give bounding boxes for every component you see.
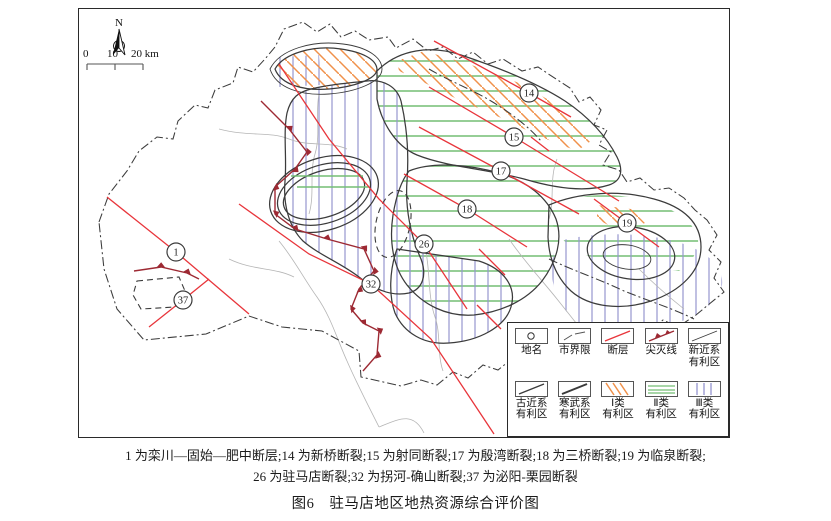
fault-number-marker: 17 xyxy=(491,161,511,181)
svg-text:1: 1 xyxy=(173,248,178,259)
scale-tick-20: 20 km xyxy=(131,48,159,60)
legend-item-class3: Ⅲ类 有利区 xyxy=(684,380,725,434)
geothermal-map: 1 14 15 17 18 19 26 32 37 N 0 10 20 km xyxy=(83,17,725,435)
svg-text:26: 26 xyxy=(419,240,430,251)
map-canvas: 1 14 15 17 18 19 26 32 37 N 0 10 20 km 地名 xyxy=(78,8,730,438)
svg-text:14: 14 xyxy=(524,89,535,100)
legend-item-paleogene: 古近系 有利区 xyxy=(511,380,552,434)
legend-item-city-boundary: 市界限 xyxy=(554,328,595,381)
legend-label: Ⅲ类 有利区 xyxy=(688,397,721,421)
legend-item-pinch-out: 尖灭线 xyxy=(641,328,682,381)
fault-swatch xyxy=(601,328,635,344)
svg-text:32: 32 xyxy=(366,280,377,291)
legend-label: 寒武系 有利区 xyxy=(559,397,591,421)
neogene-swatch xyxy=(687,328,721,344)
scale-tick-0: 0 xyxy=(83,48,89,60)
map-legend: 地名 市界限 断层 尖灭线 xyxy=(507,322,729,437)
svg-text:15: 15 xyxy=(509,133,520,144)
legend-label: 断层 xyxy=(607,345,629,356)
svg-text:19: 19 xyxy=(622,219,633,230)
svg-text:37: 37 xyxy=(178,296,189,307)
fault-number-marker: 15 xyxy=(504,127,524,147)
class1-region-fills xyxy=(275,47,645,233)
svg-text:17: 17 xyxy=(496,167,507,178)
southwest-class2-patch xyxy=(132,276,186,310)
legend-item-class2: Ⅱ类 有利区 xyxy=(641,380,682,434)
fault-name-list-line1: 1 为栾川—固始—肥中断层;14 为新桥断裂;15 为射同断裂;17 为殷湾断裂… xyxy=(125,448,706,463)
legend-item-place-name: 地名 xyxy=(511,328,552,381)
class1-swatch xyxy=(601,380,635,397)
pinch-out-swatch xyxy=(644,328,678,344)
legend-item-class1: Ⅰ类 有利区 xyxy=(597,380,638,434)
legend-label: Ⅰ类 有利区 xyxy=(602,397,634,421)
figure-caption: 1 为栾川—固始—肥中断层;14 为新桥断裂;15 为射同断裂;17 为殷湾断裂… xyxy=(0,449,831,513)
legend-label: 新近系 有利区 xyxy=(688,345,721,368)
figure-title: 图6 驻马店地区地热资源综合评价图 xyxy=(291,496,540,512)
north-arrow-icon: N xyxy=(113,17,126,56)
legend-label: 地名 xyxy=(521,345,543,356)
scale-tick-10: 10 xyxy=(107,48,119,60)
north-label: N xyxy=(115,17,123,29)
city-boundary-line xyxy=(98,21,725,387)
legend-item-fault: 断层 xyxy=(597,328,638,381)
fault-number-marker: 26 xyxy=(414,234,434,254)
fault-number-marker: 19 xyxy=(617,213,637,233)
legend-label: 市界限 xyxy=(559,345,591,356)
city-boundary-swatch xyxy=(558,328,592,344)
class3-swatch xyxy=(687,380,721,397)
paleogene-swatch xyxy=(515,380,549,397)
fault-number-marker: 1 xyxy=(166,242,186,262)
svg-text:18: 18 xyxy=(462,205,473,216)
fault-number-markers: 1 14 15 17 18 19 26 32 37 xyxy=(166,83,637,310)
legend-label: 古近系 有利区 xyxy=(515,397,548,421)
legend-label: 尖灭线 xyxy=(645,345,677,356)
fault-number-marker: 14 xyxy=(519,83,539,103)
scale-bar: 0 10 20 km xyxy=(83,48,159,70)
pinch-out-lines xyxy=(133,100,384,372)
legend-item-cambrian: 寒武系 有利区 xyxy=(554,380,595,434)
fault-name-list-line2: 26 为驻马店断裂;32 为拐河-确山断裂;37 为泌阳-栗园断裂 xyxy=(253,469,578,484)
fault-number-marker: 18 xyxy=(457,199,477,219)
fault-number-marker: 37 xyxy=(173,290,193,310)
class2-swatch xyxy=(644,380,678,397)
place-name-swatch xyxy=(515,328,549,344)
cambrian-swatch xyxy=(558,380,592,397)
fault-number-marker: 32 xyxy=(361,274,381,294)
legend-item-neogene: 新近系 有利区 xyxy=(684,328,725,381)
legend-label: Ⅱ类 有利区 xyxy=(645,397,677,421)
